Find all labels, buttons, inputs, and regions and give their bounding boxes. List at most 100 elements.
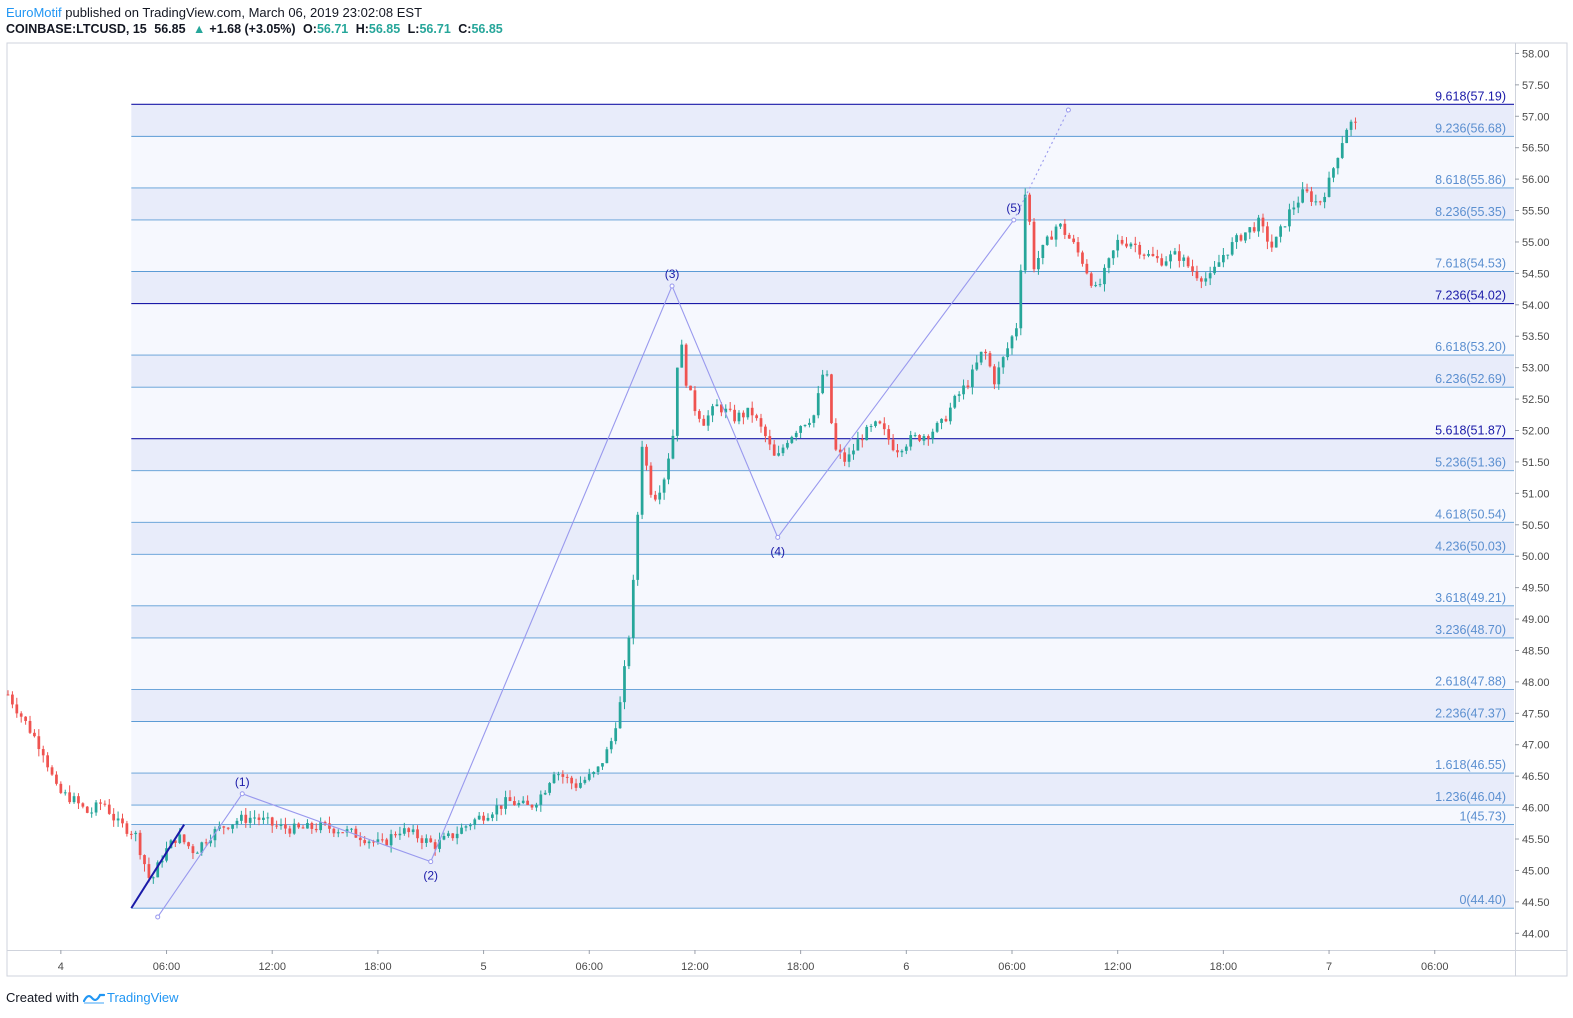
time-axis[interactable]: 4 06:00 12:00 18:00 5 06:00 12:00 18:00 6 06:00 12… bbox=[58, 950, 1449, 973]
wave-point[interactable] bbox=[775, 534, 781, 540]
wave-segment[interactable] bbox=[777, 219, 1015, 538]
wave-segment[interactable] bbox=[157, 793, 243, 918]
price-tick-label: 57.00 bbox=[1522, 111, 1550, 123]
price-tick-label: 47.00 bbox=[1522, 740, 1550, 752]
candle-body bbox=[341, 832, 345, 834]
candle-body bbox=[838, 449, 842, 453]
wave-point[interactable] bbox=[1011, 217, 1017, 223]
candle-body bbox=[1155, 256, 1159, 259]
wave-point[interactable] bbox=[669, 283, 675, 289]
candle-body bbox=[561, 774, 565, 777]
candle-body bbox=[121, 818, 124, 824]
candle-body bbox=[499, 805, 503, 809]
candle-body bbox=[222, 826, 226, 828]
trend-line[interactable] bbox=[130, 824, 185, 909]
candle-body bbox=[1120, 239, 1124, 244]
fib-level-label: 1.236(46.04) bbox=[1435, 790, 1506, 804]
candle-body bbox=[750, 407, 754, 416]
symbol-name[interactable]: COINBASE:LTCUSD, 15 bbox=[6, 22, 147, 36]
wave-point[interactable] bbox=[428, 859, 434, 865]
candle-body bbox=[11, 694, 14, 705]
candle-body bbox=[966, 385, 970, 388]
candle-body bbox=[706, 415, 710, 426]
candle-body bbox=[262, 817, 265, 820]
candle-body bbox=[1019, 270, 1023, 329]
candle-body bbox=[1032, 221, 1036, 270]
candle-body bbox=[103, 803, 107, 805]
fib-band bbox=[131, 721, 1515, 774]
candle-body bbox=[790, 436, 794, 443]
symbol-legend: COINBASE:LTCUSD, 15 56.85 ▲ +1.68 (+3.05%… bbox=[6, 22, 507, 36]
candle-body bbox=[508, 797, 512, 802]
candle-body bbox=[680, 344, 684, 368]
candle-body bbox=[1076, 242, 1080, 253]
candle-body bbox=[711, 406, 714, 416]
elliott-wave-pattern[interactable]: (1) (2) (3) (4) (5) bbox=[130, 107, 1071, 920]
price-tick-label: 48.00 bbox=[1522, 677, 1550, 689]
fib-band bbox=[131, 136, 1515, 188]
candle-body bbox=[631, 579, 635, 638]
candle-body bbox=[1213, 266, 1216, 274]
candle-body bbox=[882, 423, 886, 430]
candle-body bbox=[147, 864, 151, 878]
fib-level-label: 3.618(49.21) bbox=[1435, 591, 1506, 605]
candle-body bbox=[526, 800, 529, 806]
candle-body bbox=[473, 819, 477, 825]
candle-body bbox=[918, 435, 921, 441]
candle-body bbox=[1177, 251, 1181, 261]
fib-level-label: 2.618(47.88) bbox=[1435, 674, 1506, 688]
candle-body bbox=[50, 767, 54, 775]
wave-segment[interactable] bbox=[1013, 109, 1069, 221]
fib-band bbox=[131, 470, 1515, 523]
candle-body bbox=[55, 774, 58, 784]
wave-segment[interactable] bbox=[242, 793, 431, 863]
time-tick-label: 06:00 bbox=[1421, 961, 1449, 973]
wave-point[interactable] bbox=[155, 914, 161, 920]
fibonacci-extension-levels[interactable] bbox=[131, 103, 1514, 909]
candle-body bbox=[1222, 254, 1225, 263]
candle-body bbox=[1186, 257, 1190, 267]
fib-level-label: 7.618(54.53) bbox=[1435, 257, 1506, 271]
price-tick-label: 54.50 bbox=[1522, 268, 1550, 280]
candle-body bbox=[909, 435, 913, 447]
candle-body bbox=[1142, 254, 1146, 256]
candle-body bbox=[138, 832, 142, 856]
candle-body bbox=[59, 783, 63, 793]
candle-body bbox=[143, 855, 146, 865]
candle-body bbox=[1059, 223, 1062, 227]
fib-level-label: 6.618(53.20) bbox=[1435, 340, 1506, 354]
candle-body bbox=[279, 824, 283, 826]
tradingview-link[interactable]: TradingView bbox=[82, 990, 179, 1005]
price-tick-label: 44.00 bbox=[1522, 928, 1550, 940]
candle-body bbox=[1173, 251, 1177, 255]
fib-level-label: 4.236(50.03) bbox=[1435, 539, 1506, 553]
candle-body bbox=[332, 828, 336, 834]
candle-body bbox=[539, 794, 543, 805]
candle-body bbox=[1279, 226, 1282, 237]
wave-point[interactable] bbox=[239, 791, 245, 797]
candle-body bbox=[948, 407, 952, 422]
candle-body bbox=[1257, 217, 1260, 232]
candle-body bbox=[878, 421, 882, 424]
wave-segment[interactable] bbox=[671, 285, 779, 538]
fib-level-label: 0(44.40) bbox=[1459, 893, 1506, 907]
candle-body bbox=[1129, 243, 1133, 247]
author-link[interactable]: EuroMotif bbox=[6, 5, 62, 20]
candle-body bbox=[367, 841, 371, 844]
candle-body bbox=[821, 374, 825, 394]
fib-level-label: 8.618(55.86) bbox=[1435, 173, 1506, 187]
candle-body bbox=[464, 826, 468, 828]
candle-body bbox=[1336, 157, 1340, 169]
price-tick-label: 44.50 bbox=[1522, 897, 1550, 909]
wave-point[interactable] bbox=[1065, 107, 1071, 113]
price-axis[interactable]: 58.00 57.50 57.00 56.50 56.00 55.50 55.00 54.50… bbox=[1515, 48, 1550, 940]
candle-body bbox=[372, 841, 375, 843]
candle-body bbox=[125, 823, 129, 834]
candle-body bbox=[297, 823, 300, 828]
candle-body bbox=[574, 783, 578, 788]
time-tick-label: 18:00 bbox=[1210, 961, 1238, 973]
wave-segment[interactable] bbox=[430, 285, 673, 862]
candle-body bbox=[451, 833, 455, 839]
wave-label: (3) bbox=[665, 267, 680, 281]
